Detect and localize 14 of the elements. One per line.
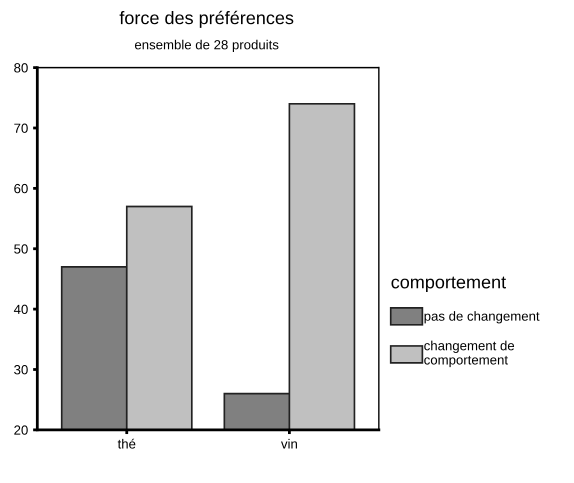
- y-tick-label: 40: [14, 304, 28, 314]
- legend-label: changement de comportement: [424, 340, 514, 368]
- y-tick-label: 30: [14, 365, 28, 374]
- legend-title: comportement: [391, 276, 506, 292]
- legend-label: pas de changement: [424, 311, 540, 324]
- y-tick-label: 60: [14, 184, 28, 194]
- chart-subtitle: ensemble de 28 produits: [134, 40, 278, 52]
- y-tick-label: 80: [14, 63, 28, 73]
- chart-title: force des préférences: [120, 10, 294, 28]
- x-tick-label: thé: [118, 438, 136, 449]
- y-tick-label: 50: [14, 244, 28, 254]
- y-tick-label: 70: [14, 124, 28, 133]
- y-tick-label: 20: [14, 425, 28, 435]
- x-tick-label: vin: [281, 438, 297, 448]
